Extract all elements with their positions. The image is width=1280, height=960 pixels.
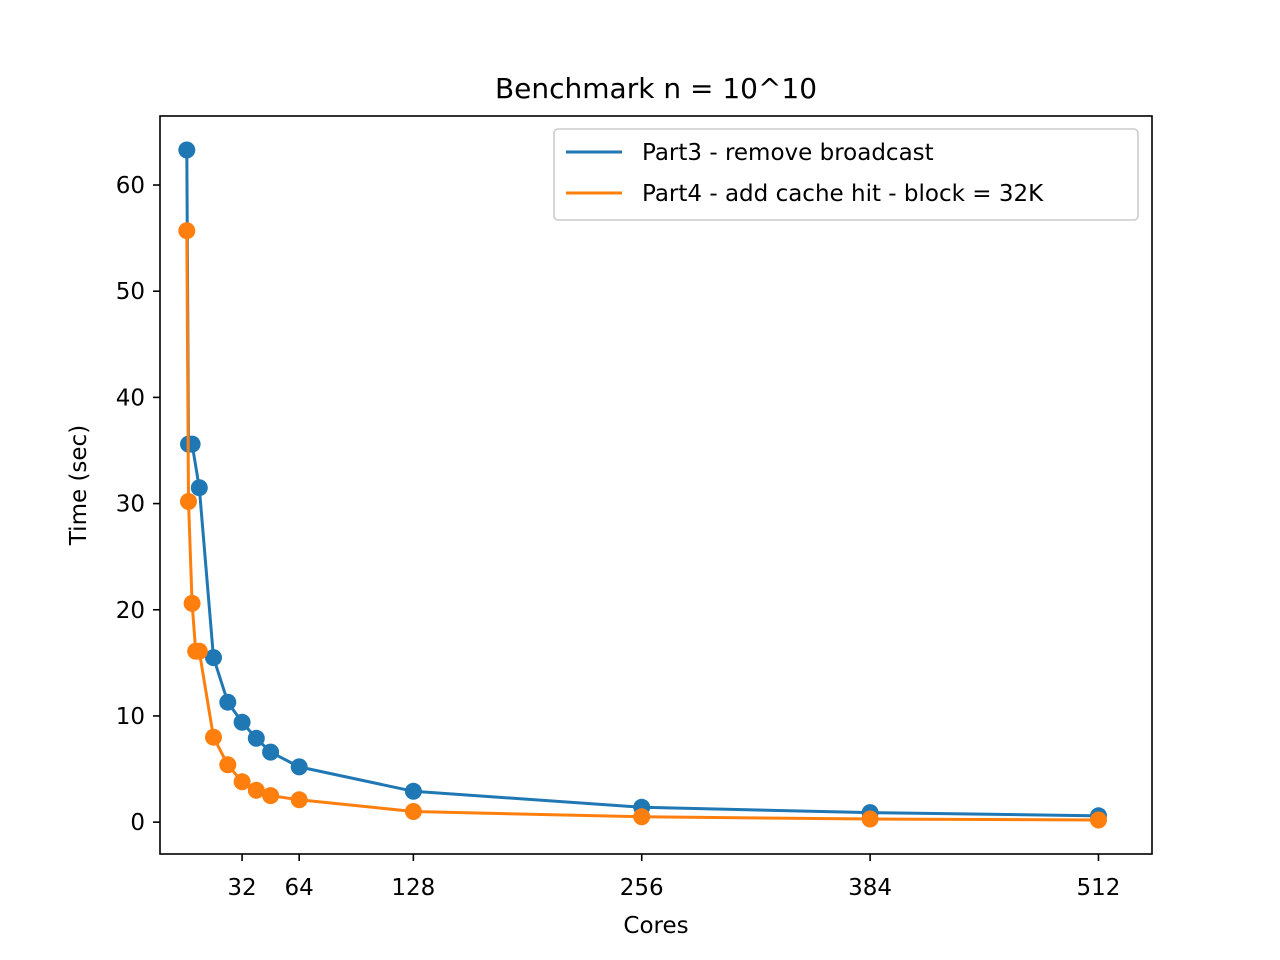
series-1-point <box>183 435 201 453</box>
x-tick-label: 512 <box>1077 875 1121 901</box>
series-2-point <box>262 787 280 805</box>
series-2-point <box>233 773 251 791</box>
series-2 <box>178 222 1107 829</box>
y-tick-label: 20 <box>116 598 145 624</box>
series-1 <box>178 141 1107 825</box>
series-1-point <box>404 782 422 800</box>
series-1-point <box>178 141 196 159</box>
series-2-point <box>290 791 308 809</box>
plot-frame <box>159 115 1153 855</box>
series-2-point <box>861 810 879 828</box>
series-2-point <box>633 808 651 826</box>
series-2-point <box>178 222 196 240</box>
x-tick-label: 32 <box>227 875 256 901</box>
y-axis-label: Time (sec) <box>66 425 92 546</box>
y-tick-label: 30 <box>116 492 145 518</box>
legend-box <box>553 128 1139 221</box>
y-tick-label: 0 <box>130 810 145 836</box>
series-2-point <box>404 803 422 820</box>
series-1-point <box>205 649 222 667</box>
legend-entry: Part3 - remove broadcast <box>642 140 934 166</box>
y-axis: 0 10 20 30 40 50 60 <box>116 173 160 836</box>
x-axis: 32 64 128 256 384 512 <box>227 854 1120 901</box>
series-2-point <box>180 493 197 510</box>
chart-title: Benchmark n = 10^10 <box>495 72 817 105</box>
legend: Part3 - remove broadcast Part4 - add cach… <box>553 128 1139 221</box>
y-tick-label: 10 <box>116 704 145 730</box>
y-tick-label: 50 <box>116 279 145 305</box>
series-2-point <box>183 594 201 612</box>
x-tick-label: 64 <box>285 875 314 901</box>
series-1-point <box>247 729 265 747</box>
series-1-point <box>219 693 237 711</box>
plot-area <box>178 141 1107 829</box>
series-1-point <box>233 713 251 731</box>
series-2-point <box>247 781 265 799</box>
y-tick-label: 40 <box>116 385 145 411</box>
series-2-point <box>190 642 208 660</box>
series-1-point <box>262 743 280 761</box>
series-2-point <box>219 756 237 774</box>
series-1-point <box>190 479 208 497</box>
x-axis-label: Cores <box>623 913 688 939</box>
x-tick-label: 384 <box>848 875 892 901</box>
series-2-point <box>1090 811 1107 829</box>
series-1-point <box>290 758 308 776</box>
legend-entry: Part4 - add cache hit - block = 32K <box>642 181 1044 207</box>
x-tick-label: 128 <box>391 875 435 901</box>
series-2-point <box>205 728 222 746</box>
y-tick-label: 60 <box>116 173 145 199</box>
x-tick-label: 256 <box>620 875 664 901</box>
